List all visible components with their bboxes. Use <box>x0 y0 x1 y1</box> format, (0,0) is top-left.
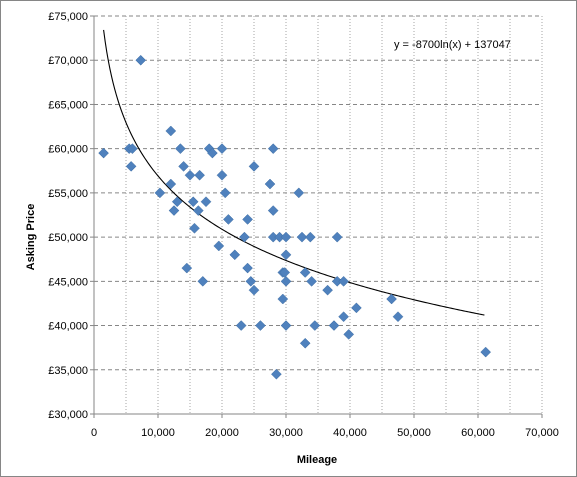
y-tick-labels: £30,000 £35,000 £40,000 £45,000 £50,000 £55,0… <box>48 11 88 421</box>
data-point <box>168 205 180 216</box>
trendline-equation: y = -8700ln(x) + 137047 <box>394 39 511 51</box>
x-tick-label: 30,000 <box>269 427 303 439</box>
x-tick-label: 0 <box>91 427 97 439</box>
data-point <box>175 143 186 155</box>
data-point <box>187 196 199 208</box>
data-point <box>280 249 292 261</box>
trendline <box>103 29 485 316</box>
data-point <box>267 205 279 216</box>
data-point <box>271 368 282 380</box>
data-point <box>299 337 311 349</box>
data-point <box>242 214 253 225</box>
x-tick-label: 70,000 <box>525 427 559 439</box>
data-point <box>267 143 279 155</box>
data-point <box>125 161 137 172</box>
x-tick-label: 50,000 <box>397 427 431 439</box>
y-tick-label: £75,000 <box>48 11 88 23</box>
data-point <box>178 161 189 172</box>
data-point <box>223 214 234 225</box>
data-point <box>338 275 349 287</box>
y-tick-label: £40,000 <box>48 321 88 333</box>
data-point <box>194 169 205 181</box>
data-point <box>200 196 212 208</box>
data-point <box>248 161 260 172</box>
data-point <box>181 262 193 274</box>
data-point <box>480 346 492 358</box>
gridlines <box>94 15 543 414</box>
data-point <box>338 311 349 323</box>
y-tick-label: £35,000 <box>48 365 88 377</box>
data-point <box>98 147 109 159</box>
data-point <box>328 320 340 331</box>
x-tick-label: 10,000 <box>141 427 175 439</box>
data-point <box>207 147 218 159</box>
data-point <box>392 311 404 323</box>
data-point <box>242 262 253 274</box>
data-point <box>154 187 166 199</box>
data-point <box>280 231 292 243</box>
y-tick-label: £55,000 <box>48 188 88 200</box>
y-axis-title: Asking Price <box>25 204 37 271</box>
data-point <box>165 125 177 137</box>
data-point <box>192 205 204 216</box>
data-point <box>135 54 147 66</box>
data-point <box>255 320 266 331</box>
data-point <box>184 169 196 181</box>
data-point <box>189 222 200 234</box>
data-point <box>306 275 317 287</box>
x-tick-label: 20,000 <box>205 427 239 439</box>
data-point <box>239 231 250 243</box>
data-point <box>219 187 231 199</box>
y-tick-label: £70,000 <box>48 55 88 67</box>
data-point <box>264 178 276 190</box>
data-point <box>171 196 183 208</box>
x-tick-label: 40,000 <box>333 427 367 439</box>
data-point <box>351 302 362 314</box>
y-tick-label: £60,000 <box>48 144 88 156</box>
data-point <box>213 240 225 252</box>
x-tick-labels: 0 10,000 20,000 30,000 40,000 50,000 60,000 70,… <box>91 427 559 439</box>
y-tick-label: £65,000 <box>48 99 88 111</box>
data-point <box>277 293 289 305</box>
data-point <box>309 320 321 331</box>
data-point <box>299 267 311 278</box>
data-point <box>235 320 247 331</box>
data-point <box>216 169 228 181</box>
data-point <box>280 320 292 331</box>
y-tick-label: £50,000 <box>48 232 88 244</box>
data-point <box>248 284 260 296</box>
data-point <box>197 275 209 287</box>
data-point <box>280 275 292 287</box>
data-point <box>331 231 343 243</box>
data-point <box>165 178 177 190</box>
data-point <box>127 143 138 155</box>
x-tick-label: 60,000 <box>461 427 495 439</box>
data-point <box>216 143 228 155</box>
data-point <box>245 275 257 287</box>
axes <box>90 15 543 418</box>
y-tick-label: £45,000 <box>48 276 88 288</box>
data-point <box>386 293 397 305</box>
y-tick-label: £30,000 <box>48 409 88 421</box>
trendline-curve <box>103 29 485 316</box>
data-point <box>229 249 241 261</box>
data-points <box>98 54 492 380</box>
data-point <box>296 231 308 243</box>
data-point <box>293 187 305 199</box>
data-point <box>322 284 333 296</box>
x-axis-title: Mileage <box>297 454 337 466</box>
data-point <box>304 231 316 243</box>
data-point <box>343 329 355 340</box>
